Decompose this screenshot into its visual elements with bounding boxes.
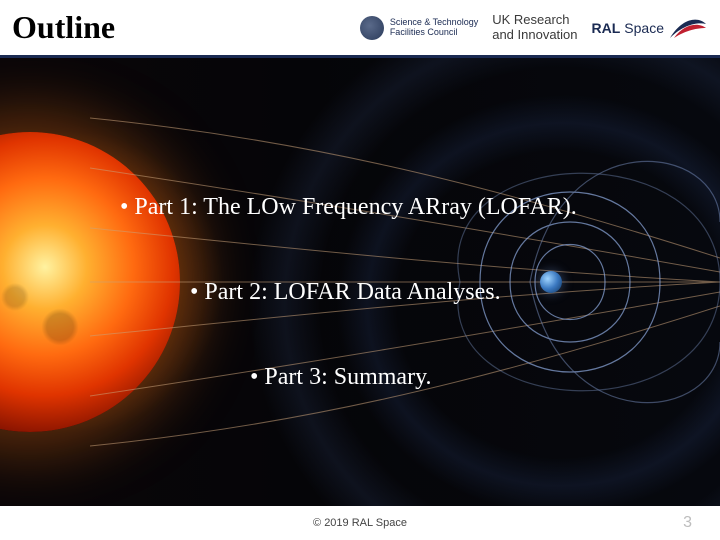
copyright-text: © 2019 RAL Space [313, 517, 407, 529]
ukri-logo: UK Research and Innovation [492, 13, 577, 42]
ral-text-space: Space [624, 20, 664, 36]
stfc-roundel-icon [360, 16, 384, 40]
bullet-item: Part 3: Summary. [0, 364, 720, 391]
logo-group: Science & Technology Facilities Council … [360, 13, 708, 42]
page-title: Outline [12, 9, 115, 46]
header: Outline Science & Technology Facilities … [0, 0, 720, 58]
hero-background: Part 1: The LOw Frequency ARray (LOFAR).… [0, 58, 720, 506]
bullet-item: Part 2: LOFAR Data Analyses. [0, 279, 720, 306]
stfc-logo: Science & Technology Facilities Council [360, 16, 478, 40]
ral-space-logo: RAL Space [592, 14, 708, 42]
stfc-line2: Facilities Council [390, 28, 478, 38]
stfc-logo-text: Science & Technology Facilities Council [390, 18, 478, 38]
slide: Outline Science & Technology Facilities … [0, 0, 720, 540]
bullet-item: Part 1: The LOw Frequency ARray (LOFAR). [0, 194, 720, 221]
ral-text-ral: RAL [592, 20, 621, 36]
page-number: 3 [683, 514, 692, 532]
ukri-line2: and Innovation [492, 28, 577, 42]
ukri-line1: UK Research [492, 13, 577, 27]
footer: © 2019 RAL Space 3 [0, 506, 720, 540]
ral-swoosh-icon [668, 14, 708, 42]
bullet-list: Part 1: The LOw Frequency ARray (LOFAR).… [0, 58, 720, 506]
